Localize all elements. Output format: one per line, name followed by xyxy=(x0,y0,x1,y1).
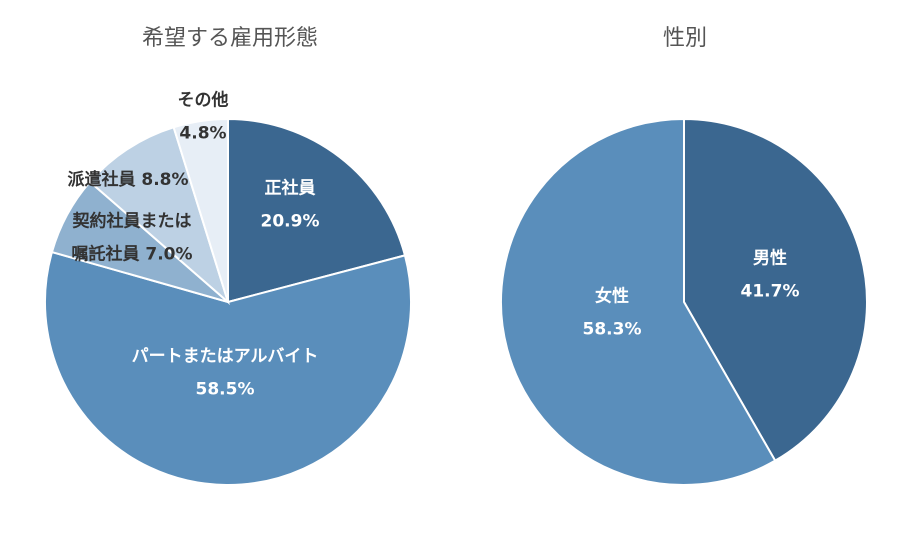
slice-label-0-0-0: 正社員 xyxy=(265,178,316,199)
chart-title-employment: 希望する雇用形態 xyxy=(141,26,318,51)
pie-slice-1-0 xyxy=(683,117,868,463)
slice-label-0-4-0: その他 xyxy=(178,90,229,111)
slice-label-1-1-1: 58.3% xyxy=(583,320,642,340)
pie-slice-0-0 xyxy=(227,117,407,304)
slice-label-0-4-1: 4.8% xyxy=(179,124,226,144)
pie-slice-0-3 xyxy=(88,126,231,306)
chart-title-gender: 性別 xyxy=(662,26,707,51)
slice-label-0-2-1: 嘱託社員 7.0% xyxy=(71,244,192,265)
pie-slice-0-1 xyxy=(44,250,412,486)
slice-label-0-1-0: パートまたはアルバイト xyxy=(132,347,319,367)
pie-slice-1-1 xyxy=(500,117,777,486)
pie-slice-0-4 xyxy=(172,117,229,303)
pie-chart-1: 男性 41.7% 女性 58.3% xyxy=(500,117,868,486)
slice-label-1-1-0: 女性 xyxy=(595,286,629,307)
slice-label-0-1-1: 58.5% xyxy=(196,380,255,400)
slice-label-1-0-1: 41.7% xyxy=(741,282,800,302)
slice-label-0-3-0: 派遣社員 8.8% xyxy=(67,169,188,190)
slice-label-1-0-0: 男性 xyxy=(753,248,787,269)
slice-label-0-0-1: 20.9% xyxy=(261,212,320,232)
slice-label-0-2-0: 契約社員または xyxy=(72,211,192,232)
